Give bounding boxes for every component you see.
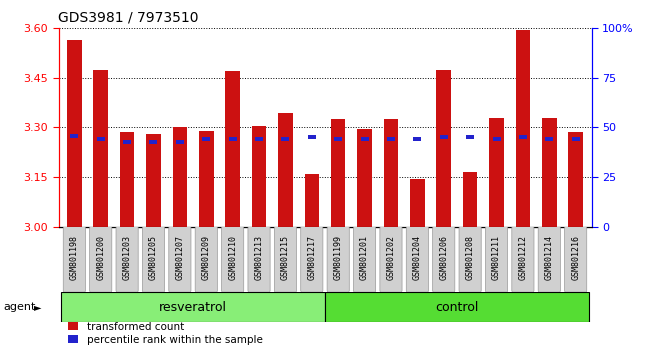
Bar [278, 113, 292, 227]
FancyBboxPatch shape [459, 227, 481, 292]
FancyBboxPatch shape [486, 227, 508, 292]
Bar [384, 119, 398, 227]
Bar [176, 140, 184, 144]
Text: GSM801210: GSM801210 [228, 235, 237, 280]
FancyBboxPatch shape [116, 227, 138, 292]
Text: GSM801198: GSM801198 [70, 235, 79, 280]
Bar [542, 118, 556, 227]
FancyBboxPatch shape [433, 227, 455, 292]
Text: GSM801211: GSM801211 [492, 235, 501, 280]
Text: GSM801204: GSM801204 [413, 235, 422, 280]
Bar [202, 137, 210, 141]
FancyBboxPatch shape [565, 227, 587, 292]
Bar [463, 172, 477, 227]
Bar [255, 137, 263, 141]
Text: control: control [436, 301, 478, 314]
Text: GSM801203: GSM801203 [123, 235, 131, 280]
Text: GSM801202: GSM801202 [387, 235, 395, 280]
Text: GSM801214: GSM801214 [545, 235, 554, 280]
Bar [325, 292, 589, 322]
Bar [199, 131, 213, 227]
FancyBboxPatch shape [354, 227, 376, 292]
FancyBboxPatch shape [90, 227, 112, 292]
Text: GSM801216: GSM801216 [571, 235, 580, 280]
Bar [413, 137, 421, 141]
FancyBboxPatch shape [512, 227, 534, 292]
FancyBboxPatch shape [222, 227, 244, 292]
Bar [61, 292, 325, 322]
Bar [515, 30, 530, 227]
FancyBboxPatch shape [380, 227, 402, 292]
Text: GSM801199: GSM801199 [333, 235, 343, 280]
Bar [226, 71, 240, 227]
Bar [67, 40, 82, 227]
Bar [308, 135, 316, 139]
Bar [70, 134, 78, 138]
Bar [334, 137, 342, 141]
FancyBboxPatch shape [169, 227, 191, 292]
Text: resveratrol: resveratrol [159, 301, 227, 314]
Text: agent: agent [3, 302, 36, 312]
Text: GSM801206: GSM801206 [439, 235, 448, 280]
Text: GSM801201: GSM801201 [360, 235, 369, 280]
Bar [173, 127, 187, 227]
Text: GSM801205: GSM801205 [149, 235, 158, 280]
FancyBboxPatch shape [142, 227, 164, 292]
Text: GSM801212: GSM801212 [519, 235, 527, 280]
Bar [545, 137, 553, 141]
Text: GSM801215: GSM801215 [281, 235, 290, 280]
Bar [97, 137, 105, 141]
Bar [146, 134, 161, 227]
FancyBboxPatch shape [406, 227, 428, 292]
FancyBboxPatch shape [327, 227, 349, 292]
Text: GSM801217: GSM801217 [307, 235, 317, 280]
Text: GDS3981 / 7973510: GDS3981 / 7973510 [58, 11, 199, 25]
Bar [572, 137, 580, 141]
Bar [281, 137, 289, 141]
Bar [387, 137, 395, 141]
Text: GSM801207: GSM801207 [176, 235, 185, 280]
Bar [361, 137, 369, 141]
Text: ►: ► [34, 302, 42, 312]
Bar [150, 140, 157, 144]
Text: GSM801209: GSM801209 [202, 235, 211, 280]
FancyBboxPatch shape [63, 227, 85, 292]
FancyBboxPatch shape [195, 227, 217, 292]
Bar [252, 126, 266, 227]
Bar [123, 140, 131, 144]
Bar [94, 70, 108, 227]
Bar [305, 174, 319, 227]
Text: GSM801200: GSM801200 [96, 235, 105, 280]
Bar [358, 129, 372, 227]
Bar [440, 135, 448, 139]
FancyBboxPatch shape [301, 227, 323, 292]
Text: GSM801213: GSM801213 [255, 235, 263, 280]
FancyBboxPatch shape [248, 227, 270, 292]
Legend: transformed count, percentile rank within the sample: transformed count, percentile rank withi… [64, 317, 266, 349]
FancyBboxPatch shape [538, 227, 560, 292]
Bar [437, 70, 451, 227]
FancyBboxPatch shape [274, 227, 296, 292]
Bar [519, 135, 527, 139]
Bar [489, 118, 504, 227]
Bar [410, 179, 424, 227]
Bar [229, 137, 237, 141]
Bar [568, 132, 583, 227]
Bar [466, 135, 474, 139]
Bar [120, 132, 135, 227]
Bar [493, 137, 500, 141]
Text: GSM801208: GSM801208 [465, 235, 474, 280]
Bar [331, 119, 345, 227]
